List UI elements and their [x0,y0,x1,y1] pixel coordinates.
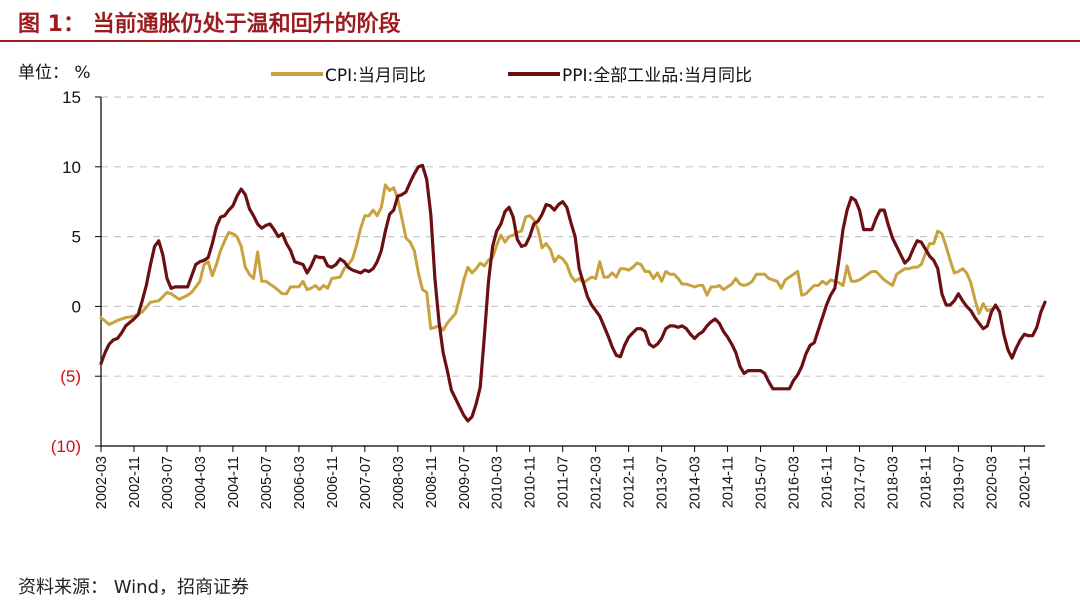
x-tick-label: 2015-07 [754,456,770,509]
x-tick-label: 2011-07 [556,456,572,508]
x-tick-label: 2008-03 [391,456,407,509]
x-tick-label: 2019-07 [951,456,967,509]
y-tick-label: 5 [72,228,81,247]
x-tick-label: 2018-11 [918,456,934,508]
x-tick-label: 2016-11 [820,456,836,508]
x-tick-label: 2006-11 [325,456,341,508]
x-tick-label: 2010-11 [523,456,539,508]
x-tick-label: 2007-07 [358,456,374,509]
source-note: 资料来源： Wind，招商证券 [18,577,249,598]
x-tick-label: 2014-03 [688,456,704,509]
x-tick-label: 2020-11 [1017,456,1033,508]
x-tick-label: 2009-07 [457,456,473,509]
series-line-ppi [99,163,1047,423]
legend: CPI:当月同比 PPI:全部工业品:当月同比 [271,66,752,86]
x-tick-label: 2004-11 [226,456,242,508]
y-tick-label: 15 [62,88,81,107]
x-tick-label: 2017-07 [852,456,868,509]
y-tick-label: (10) [51,437,81,456]
legend-label-cpi: CPI:当月同比 [325,66,426,86]
chart-title: 图 1： 当前通胀仍处于温和回升的阶段 [18,12,401,37]
x-tick-label: 2002-11 [127,456,143,508]
x-tick-label: 2008-11 [424,456,440,508]
y-axis: 15 10 5 0 (5) (10) [51,88,102,456]
gridlines [101,96,1045,377]
x-tick-label: 2018-03 [885,456,901,509]
series-lines [99,163,1047,423]
x-tick-label: 2002-03 [94,456,110,509]
y-tick-label: 0 [72,297,81,316]
x-tick-label: 2020-03 [984,456,1000,509]
x-tick-label: 2014-11 [721,456,737,508]
x-tick-label: 2012-03 [589,456,605,509]
legend-label-ppi: PPI:全部工业品:当月同比 [562,66,752,86]
x-tick-label: 2006-03 [292,456,308,509]
x-axis: 2002-03 2002-11 2003-07 2004-03 2004-11 2005-… [94,445,1045,509]
title-divider [0,40,1080,42]
x-tick-label: 2003-07 [160,456,176,509]
unit-label: 单位： % [18,63,91,83]
y-tick-label: 10 [62,158,81,177]
x-tick-label: 2013-07 [655,456,671,509]
x-tick-label: 2005-07 [259,456,275,509]
x-tick-label: 2016-03 [787,456,803,509]
x-tick-label: 2012-11 [622,456,638,508]
x-tick-label: 2004-03 [193,456,209,509]
series-line-cpi [99,183,993,332]
x-tick-label: 2010-03 [490,456,506,509]
y-tick-label: (5) [60,367,81,386]
